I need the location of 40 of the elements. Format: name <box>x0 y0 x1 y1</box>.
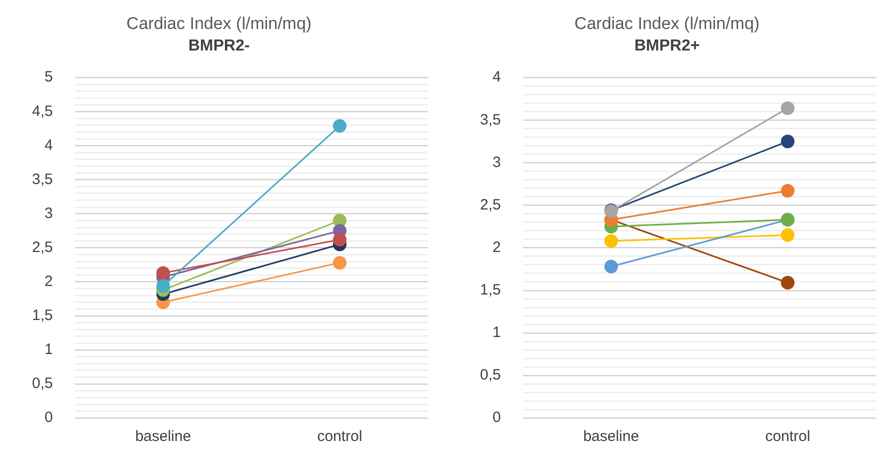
y-tick-label: 1 <box>44 341 53 358</box>
y-tick-label: 5 <box>44 68 53 86</box>
point <box>780 184 795 198</box>
point <box>156 266 170 280</box>
y-tick-label: 1 <box>492 324 501 342</box>
chart-title: Cardiac Index (l/min/mq) <box>126 14 312 33</box>
y-tick-label: 0,5 <box>480 366 501 384</box>
y-tick-label: 3,5 <box>32 170 53 188</box>
point <box>332 256 347 270</box>
y-tick-label: 4,5 <box>32 102 53 120</box>
y-tick-label: 3 <box>492 154 501 171</box>
y-tick-label: 2 <box>492 238 501 256</box>
point <box>332 119 347 133</box>
point <box>780 228 795 242</box>
y-tick-label: 2,5 <box>32 238 53 256</box>
point <box>604 234 618 248</box>
y-tick-label: 0 <box>44 409 53 426</box>
point <box>332 232 347 246</box>
chart-title: Cardiac Index (l/min/mq) <box>574 14 760 33</box>
x-tick-label: control <box>765 428 810 446</box>
point <box>780 134 795 148</box>
y-tick-label: 0 <box>492 409 501 426</box>
point <box>780 101 795 116</box>
y-tick-label: 4 <box>44 136 53 154</box>
y-tick-label: 2,5 <box>480 196 501 214</box>
y-tick-label: 3,5 <box>480 111 501 128</box>
x-tick-label: baseline <box>135 428 192 446</box>
x-tick-label: control <box>317 428 362 446</box>
y-tick-label: 1,5 <box>480 281 501 298</box>
y-tick-label: 4 <box>492 68 501 86</box>
point <box>156 279 170 293</box>
y-tick-label: 3 <box>44 204 53 222</box>
y-tick-label: 0,5 <box>32 375 53 392</box>
y-tick-label: 1,5 <box>32 307 53 324</box>
point <box>604 260 618 274</box>
y-tick-label: 2 <box>44 272 53 290</box>
point <box>780 276 795 290</box>
chart-subtitle: BMPR2- <box>188 37 250 54</box>
x-tick-label: baseline <box>583 428 640 446</box>
chart-subtitle: BMPR2+ <box>634 37 700 54</box>
